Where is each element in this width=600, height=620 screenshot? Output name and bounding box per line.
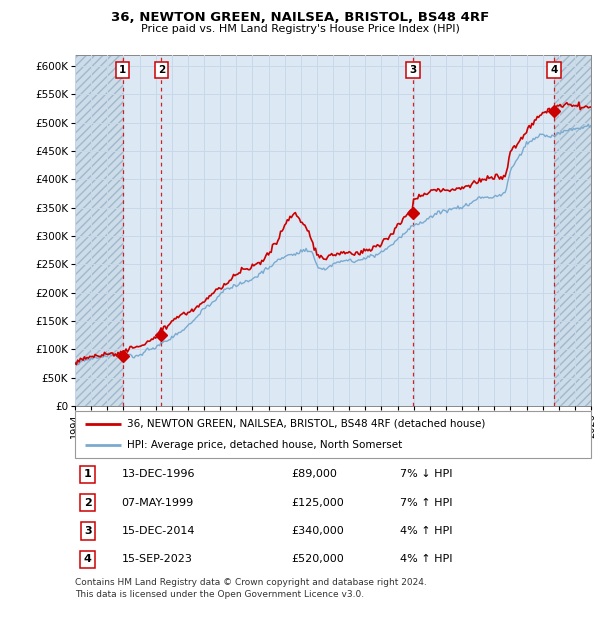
- Bar: [554, 55, 591, 406]
- Text: 36, NEWTON GREEN, NAILSEA, BRISTOL, BS48 4RF: 36, NEWTON GREEN, NAILSEA, BRISTOL, BS48…: [111, 11, 489, 24]
- Text: 2: 2: [84, 498, 92, 508]
- Text: £340,000: £340,000: [292, 526, 344, 536]
- Text: £125,000: £125,000: [292, 498, 344, 508]
- Text: 2: 2: [158, 65, 165, 76]
- Text: 07-MAY-1999: 07-MAY-1999: [121, 498, 194, 508]
- Text: 1: 1: [84, 469, 92, 479]
- Text: HPI: Average price, detached house, North Somerset: HPI: Average price, detached house, Nort…: [127, 440, 402, 450]
- Text: 4% ↑ HPI: 4% ↑ HPI: [400, 554, 452, 564]
- Text: 4: 4: [550, 65, 558, 76]
- Text: 3: 3: [409, 65, 416, 76]
- Text: 1: 1: [119, 65, 126, 76]
- Text: 15-DEC-2014: 15-DEC-2014: [121, 526, 195, 536]
- Bar: [75, 55, 122, 406]
- Text: 3: 3: [84, 526, 92, 536]
- Text: £89,000: £89,000: [292, 469, 338, 479]
- Bar: [554, 55, 591, 406]
- Text: 4: 4: [84, 554, 92, 564]
- Text: Contains HM Land Registry data © Crown copyright and database right 2024.
This d: Contains HM Land Registry data © Crown c…: [75, 578, 427, 599]
- Bar: [75, 55, 122, 406]
- Text: 4% ↑ HPI: 4% ↑ HPI: [400, 526, 452, 536]
- Text: 15-SEP-2023: 15-SEP-2023: [121, 554, 193, 564]
- Text: £520,000: £520,000: [292, 554, 344, 564]
- Text: 36, NEWTON GREEN, NAILSEA, BRISTOL, BS48 4RF (detached house): 36, NEWTON GREEN, NAILSEA, BRISTOL, BS48…: [127, 418, 485, 428]
- Text: Price paid vs. HM Land Registry's House Price Index (HPI): Price paid vs. HM Land Registry's House …: [140, 24, 460, 33]
- Text: 7% ↓ HPI: 7% ↓ HPI: [400, 469, 452, 479]
- Text: 13-DEC-1996: 13-DEC-1996: [121, 469, 195, 479]
- Text: 7% ↑ HPI: 7% ↑ HPI: [400, 498, 452, 508]
